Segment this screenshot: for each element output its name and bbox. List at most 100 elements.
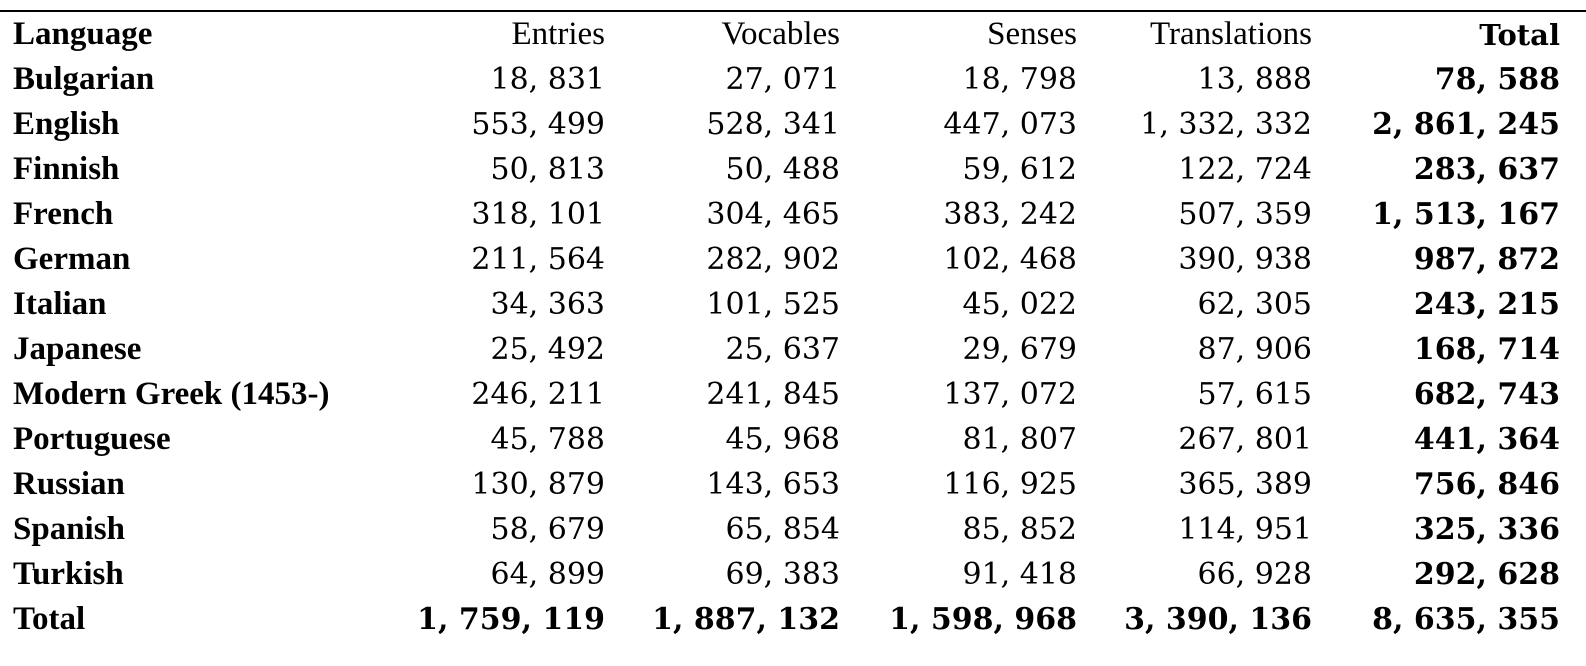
header-vocables: Vocables: [721, 16, 840, 52]
translations-cell: 13, 888: [1197, 62, 1312, 97]
header-senses: Senses: [987, 16, 1077, 52]
language-cell: Modern Greek (1453-): [13, 376, 330, 412]
translations-cell: 87, 906: [1197, 332, 1312, 367]
language-statistics-table: Language Entries Vocables Senses Transla…: [0, 12, 1560, 642]
table-row: Turkish 64, 899 69, 383 91, 418 66, 928 …: [0, 552, 1560, 597]
header-row: Language Entries Vocables Senses Transla…: [0, 12, 1560, 57]
vocables-cell: 282, 902: [706, 242, 840, 277]
translations-cell: 62, 305: [1197, 287, 1312, 322]
entries-cell: 211, 564: [471, 242, 605, 277]
total-row-label: Total: [13, 601, 86, 637]
vocables-cell: 65, 854: [725, 512, 840, 547]
senses-cell: 137, 072: [943, 377, 1077, 412]
table-row: English 553, 499 528, 341 447, 073 1, 33…: [0, 102, 1560, 147]
senses-cell: 18, 798: [962, 62, 1077, 97]
senses-cell: 447, 073: [943, 107, 1077, 142]
vocables-cell: 241, 845: [706, 377, 840, 412]
entries-cell: 246, 211: [471, 377, 605, 412]
table-row: Portuguese 45, 788 45, 968 81, 807 267, …: [0, 417, 1560, 462]
table-row: Japanese 25, 492 25, 637 29, 679 87, 906…: [0, 327, 1560, 372]
table-row: Bulgarian 18, 831 27, 071 18, 798 13, 88…: [0, 57, 1560, 102]
table-row: French 318, 101 304, 465 383, 242 507, 3…: [0, 192, 1560, 237]
language-cell: Turkish: [13, 556, 124, 592]
translations-cell: 114, 951: [1178, 512, 1312, 547]
vocables-cell: 304, 465: [706, 197, 840, 232]
header-entries: Entries: [511, 16, 605, 52]
translations-cell: 66, 928: [1197, 557, 1312, 592]
vocables-cell: 143, 653: [706, 467, 840, 502]
language-cell: Japanese: [13, 331, 142, 367]
translations-cell: 390, 938: [1178, 242, 1312, 277]
language-cell: Italian: [13, 286, 107, 322]
row-total-cell: 987, 872: [1413, 242, 1560, 277]
entries-cell: 130, 879: [471, 467, 605, 502]
row-total-cell: 325, 336: [1413, 512, 1560, 547]
total-row: Total 1, 759, 119 1, 887, 132 1, 598, 96…: [0, 597, 1560, 642]
row-total-cell: 2, 861, 245: [1372, 107, 1560, 142]
table-row: Spanish 58, 679 65, 854 85, 852 114, 951…: [0, 507, 1560, 552]
row-total-cell: 78, 588: [1434, 62, 1560, 97]
vocables-cell: 25, 637: [725, 332, 840, 367]
total-translations-cell: 3, 390, 136: [1124, 602, 1312, 637]
senses-cell: 116, 925: [943, 467, 1077, 502]
row-total-cell: 243, 215: [1413, 287, 1560, 322]
table-row: Finnish 50, 813 50, 488 59, 612 122, 724…: [0, 147, 1560, 192]
entries-cell: 64, 899: [490, 557, 605, 592]
entries-cell: 25, 492: [490, 332, 605, 367]
vocables-cell: 27, 071: [725, 62, 840, 97]
translations-cell: 57, 615: [1197, 377, 1312, 412]
translations-cell: 1, 332, 332: [1140, 107, 1312, 142]
translations-cell: 267, 801: [1178, 422, 1312, 457]
senses-cell: 59, 612: [962, 152, 1077, 187]
row-total-cell: 283, 637: [1413, 152, 1560, 187]
entries-cell: 58, 679: [490, 512, 605, 547]
table-row: Italian 34, 363 101, 525 45, 022 62, 305…: [0, 282, 1560, 327]
senses-cell: 29, 679: [962, 332, 1077, 367]
senses-cell: 91, 418: [962, 557, 1077, 592]
entries-cell: 34, 363: [490, 287, 605, 322]
vocables-cell: 528, 341: [706, 107, 840, 142]
total-senses-cell: 1, 598, 968: [889, 602, 1077, 637]
header-language: Language: [13, 16, 153, 52]
header-total: Total: [1479, 17, 1560, 52]
table-row: German 211, 564 282, 902 102, 468 390, 9…: [0, 237, 1560, 282]
language-cell: Spanish: [13, 511, 125, 547]
vocables-cell: 50, 488: [725, 152, 840, 187]
row-total-cell: 441, 364: [1413, 422, 1560, 457]
entries-cell: 45, 788: [490, 422, 605, 457]
language-cell: Portuguese: [13, 421, 171, 457]
table-row: Modern Greek (1453-) 246, 211 241, 845 1…: [0, 372, 1560, 417]
language-cell: Bulgarian: [13, 61, 155, 97]
language-cell: Russian: [13, 466, 125, 502]
translations-cell: 122, 724: [1178, 152, 1312, 187]
header-translations: Translations: [1150, 16, 1312, 52]
senses-cell: 45, 022: [962, 287, 1077, 322]
row-total-cell: 168, 714: [1413, 332, 1560, 367]
language-cell: Finnish: [13, 151, 120, 187]
row-total-cell: 682, 743: [1413, 377, 1560, 412]
row-total-cell: 292, 628: [1413, 557, 1560, 592]
total-vocables-cell: 1, 887, 132: [652, 602, 840, 637]
entries-cell: 50, 813: [490, 152, 605, 187]
language-cell: German: [13, 241, 131, 277]
vocables-cell: 101, 525: [706, 287, 840, 322]
language-cell: French: [13, 196, 114, 232]
entries-cell: 18, 831: [490, 62, 605, 97]
grand-total-cell: 8, 635, 355: [1372, 602, 1560, 637]
total-entries-cell: 1, 759, 119: [417, 602, 605, 637]
senses-cell: 383, 242: [943, 197, 1077, 232]
row-total-cell: 756, 846: [1413, 467, 1560, 502]
entries-cell: 318, 101: [471, 197, 605, 232]
language-cell: English: [13, 106, 120, 142]
top-rule: [0, 10, 1586, 12]
translations-cell: 365, 389: [1178, 467, 1312, 502]
senses-cell: 81, 807: [962, 422, 1077, 457]
entries-cell: 553, 499: [471, 107, 605, 142]
senses-cell: 102, 468: [943, 242, 1077, 277]
row-total-cell: 1, 513, 167: [1372, 197, 1560, 232]
table-row: Russian 130, 879 143, 653 116, 925 365, …: [0, 462, 1560, 507]
vocables-cell: 45, 968: [725, 422, 840, 457]
senses-cell: 85, 852: [962, 512, 1077, 547]
translations-cell: 507, 359: [1178, 197, 1312, 232]
vocables-cell: 69, 383: [725, 557, 840, 592]
